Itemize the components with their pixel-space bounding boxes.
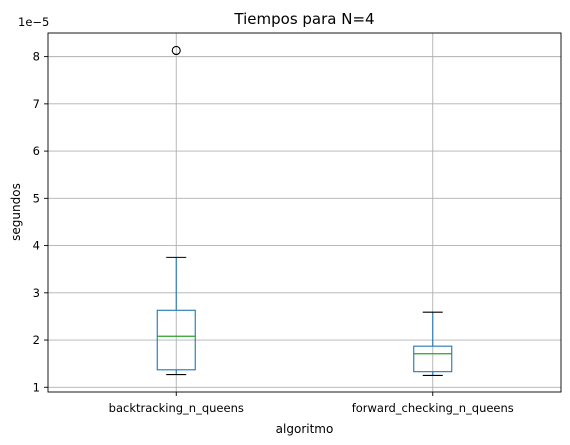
y-tick-label: 6 — [33, 144, 40, 158]
grid-layer — [48, 33, 561, 392]
y-tick-label: 5 — [33, 191, 40, 205]
plot-frame — [47, 32, 562, 393]
chart-title: Tiempos para N=4 — [233, 10, 374, 28]
box-iqr — [413, 345, 453, 373]
y-tick-label: 3 — [33, 286, 40, 300]
y-tick-label: 1 — [33, 380, 40, 394]
x-axis-label: algoritmo — [276, 422, 334, 436]
y-tick-label: 7 — [33, 97, 40, 111]
y-axis-label: segundos — [9, 183, 23, 241]
outlier-point — [171, 45, 181, 56]
box-iqr — [156, 309, 196, 371]
y-tick-label: 4 — [33, 239, 40, 253]
box-group-backtracking_n_queens — [156, 45, 196, 376]
box-group-forward_checking_n_queens — [413, 311, 453, 377]
y-tick-label: 8 — [33, 50, 40, 64]
x-tick-label: backtracking_n_queens — [109, 401, 244, 415]
x-tick-label: forward_checking_n_queens — [352, 401, 514, 415]
y-tick-label: 2 — [33, 333, 40, 347]
axis-layer: 1 2 3 4 5 6 7 8 backtracking_n_queens forward_che… — [33, 50, 514, 415]
y-scale-label: 1e−5 — [18, 15, 49, 29]
box-layer — [156, 45, 453, 377]
